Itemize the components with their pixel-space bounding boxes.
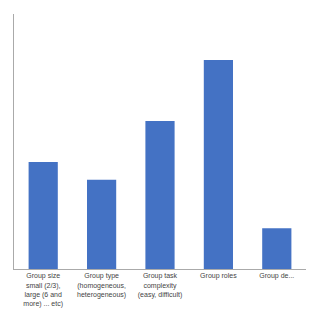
svg-text:Group roles: Group roles [200, 272, 237, 280]
svg-text:Group de...: Group de... [259, 272, 294, 280]
svg-text:Group type(homogeneous,heterog: Group type(homogeneous,heterogeneous) [77, 272, 126, 298]
svg-text:Group taskcomplexity(easy, dif: Group taskcomplexity(easy, difficult) [138, 272, 182, 298]
svg-text:Group sizesmall (2/3),large (6: Group sizesmall (2/3),large (6 andmore) … [23, 272, 63, 307]
